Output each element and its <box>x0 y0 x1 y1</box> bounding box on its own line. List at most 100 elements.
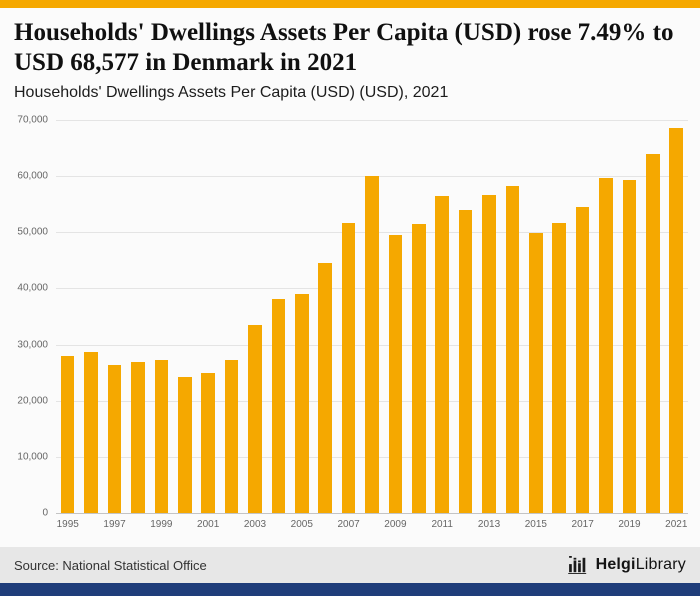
x-tick-label <box>79 513 102 535</box>
bar-2015 <box>529 232 543 513</box>
bar-2011 <box>435 196 449 513</box>
x-tick-label: 2009 <box>384 519 407 530</box>
bar-slot <box>384 120 407 513</box>
helgi-library-logo: HelgiLibrary <box>567 556 686 574</box>
bar-slot <box>173 120 196 513</box>
source-text: Source: National Statistical Office <box>14 557 207 573</box>
bar-2009 <box>388 235 403 513</box>
bar-slot <box>56 120 79 513</box>
bar-2017 <box>575 207 590 513</box>
bar-slot <box>641 120 664 513</box>
bar-slot <box>126 120 149 513</box>
bar-slot <box>313 120 336 513</box>
bars <box>56 120 688 513</box>
gridline <box>56 120 688 121</box>
bar-chart: 0 10,000 20,000 30,000 40,000 50,000 60,000 70,… <box>0 102 700 535</box>
bar-slot <box>243 120 266 513</box>
x-tick-label: 1997 <box>103 519 126 530</box>
bar-2021 <box>669 128 684 513</box>
x-tick-label: 2019 <box>618 519 641 530</box>
bottom-accent-bar <box>0 583 700 596</box>
chart-title: Households' Dwellings Assets Per Capita … <box>14 19 674 76</box>
helgi-library-logo-icon <box>567 556 586 574</box>
bar-slot <box>665 120 688 513</box>
bar-2006 <box>318 263 332 513</box>
x-tick-label <box>454 513 477 535</box>
bar-2018 <box>599 177 613 513</box>
x-tick-label: 2017 <box>571 519 594 530</box>
chart-subtitle: Households' Dwellings Assets Per Capita … <box>14 84 449 101</box>
bar-2001 <box>201 373 215 513</box>
x-tick-label <box>220 513 243 535</box>
bar-slot <box>454 120 477 513</box>
bar-slot <box>360 120 383 513</box>
x-tick-label: 2003 <box>243 519 267 530</box>
bar-2010 <box>412 224 426 513</box>
top-accent-bar <box>0 0 700 8</box>
bar-slot <box>431 120 454 513</box>
bar-slot <box>524 120 547 513</box>
y-tick-label: 10,000 <box>17 451 48 463</box>
bar-slot <box>477 120 500 513</box>
bar-2019 <box>622 180 637 513</box>
bar-2012 <box>458 209 473 513</box>
x-tick-label <box>267 513 290 535</box>
y-tick-label: 20,000 <box>17 395 48 407</box>
x-tick-label <box>126 513 149 535</box>
bar-slot <box>618 120 641 513</box>
bar-1995 <box>60 355 75 513</box>
bar-2002 <box>224 359 239 513</box>
bar-2003 <box>248 325 262 513</box>
header: Households' Dwellings Assets Per Capita … <box>0 8 700 102</box>
x-tick-label: 2021 <box>665 519 688 530</box>
bar-slot <box>79 120 102 513</box>
logo-text-bold: Helgi <box>595 556 636 573</box>
x-tick-label: 2015 <box>524 519 547 530</box>
bar-1999 <box>154 359 169 513</box>
bar-2014 <box>505 185 520 513</box>
bar-2020 <box>646 154 660 513</box>
x-tick-label <box>313 513 336 535</box>
bar-2007 <box>341 222 356 513</box>
bar-1998 <box>131 361 145 513</box>
bar-slot <box>407 120 430 513</box>
bar-2005 <box>294 294 309 513</box>
x-axis-spacer <box>10 513 56 535</box>
x-tick-label: 2013 <box>477 519 501 530</box>
x-tick-label <box>407 513 430 535</box>
bar-1996 <box>84 352 98 513</box>
bar-slot <box>337 120 360 513</box>
x-tick-label: 1999 <box>150 519 173 530</box>
bar-slot <box>594 120 617 513</box>
x-tick-label: 2005 <box>290 519 313 530</box>
x-tick-label: 2001 <box>197 519 220 530</box>
bar-slot <box>103 120 126 513</box>
x-tick-label <box>594 513 617 535</box>
x-tick-label <box>548 513 571 535</box>
bar-slot <box>290 120 313 513</box>
bar-slot <box>571 120 594 513</box>
bar-slot <box>501 120 524 513</box>
x-tick-label: 2007 <box>337 519 360 530</box>
y-tick-label: 60,000 <box>17 170 48 182</box>
bar-1997 <box>107 365 122 513</box>
bar-2000 <box>177 376 192 513</box>
logo-text-light: Library <box>635 556 686 573</box>
bar-2004 <box>271 299 286 513</box>
x-tick-label <box>641 513 664 535</box>
y-tick-label: 30,000 <box>17 339 48 351</box>
x-tick-label: 2011 <box>431 519 453 530</box>
plot-area <box>56 120 688 514</box>
x-axis-line <box>56 513 688 514</box>
y-tick-label: 50,000 <box>17 226 48 238</box>
bar-2008 <box>365 175 379 513</box>
y-tick-label: 40,000 <box>17 282 48 294</box>
plot-row: 0 10,000 20,000 30,000 40,000 50,000 60,000 70,… <box>10 115 688 519</box>
x-tick-label <box>360 513 383 535</box>
x-axis-labels: 1995 1997 1999 2001 2003 2005 2007 2009 2011 2013… <box>56 513 688 535</box>
bar-slot <box>220 120 243 513</box>
bar-slot <box>548 120 571 513</box>
footer: Source: National Statistical Office Helg… <box>0 547 700 583</box>
x-tick-label: 1995 <box>56 519 79 530</box>
